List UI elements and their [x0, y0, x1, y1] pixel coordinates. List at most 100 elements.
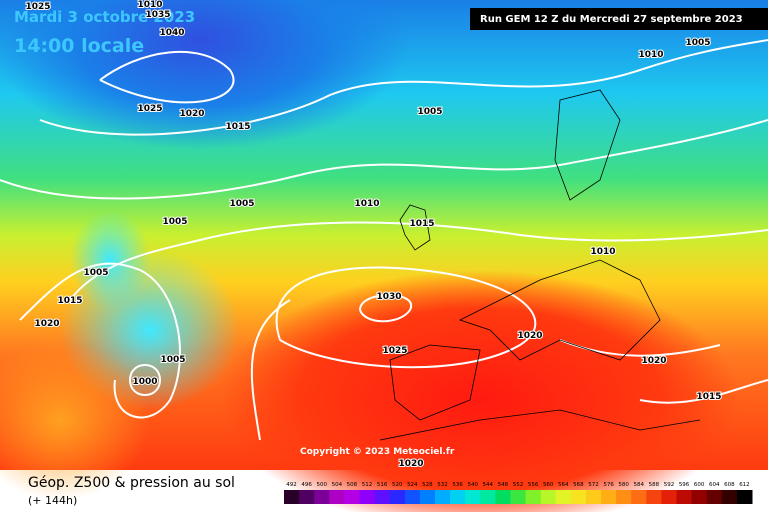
isobar-label: 1010 [137, 0, 162, 10]
colorbar-cell [736, 490, 753, 504]
colorbar-label: 600 [694, 482, 705, 488]
colorbar-cell [616, 490, 632, 504]
colorbar-cell [706, 490, 723, 504]
colorbar-label: 572 [588, 482, 599, 488]
colorbar-label: 532 [437, 482, 448, 488]
isobar-label: 1015 [225, 122, 250, 132]
colorbar-label: 496 [301, 482, 312, 488]
isobar-label: 1005 [417, 107, 442, 117]
copyright: Copyright © 2023 Meteociel.fr [300, 447, 455, 457]
colorbar-label: 500 [316, 482, 327, 488]
isobar-label: 1025 [137, 104, 162, 114]
isobar-label: 1025 [25, 2, 50, 12]
colorbar-label: 568 [573, 482, 584, 488]
footer-lead: (+ 144h) [28, 494, 77, 507]
colorbar-label: 528 [422, 482, 433, 488]
isobar-label: 1040 [159, 28, 184, 38]
colorbar-label: 552 [513, 482, 524, 488]
isobar-label: 1020 [398, 459, 423, 469]
colorbar-label: 564 [558, 482, 569, 488]
colorbar-label: 576 [603, 482, 614, 488]
isobars [0, 39, 768, 441]
colorbar-cell [450, 490, 466, 504]
colorbar-label: 512 [362, 482, 373, 488]
colorbar-label: 540 [467, 482, 478, 488]
colorbar-label: 548 [498, 482, 509, 488]
colorbar-cell [525, 490, 542, 504]
isobar-label: 1010 [638, 50, 663, 60]
colorbar-cell [495, 490, 511, 504]
colorbar-cell [465, 490, 481, 504]
isobar-label: 1020 [179, 109, 204, 119]
colorbar-cell [661, 490, 678, 504]
colorbar-cell [510, 490, 527, 504]
colorbar-cell [404, 490, 421, 504]
colorbar-label: 592 [664, 482, 675, 488]
isobar-label: 1010 [590, 247, 615, 257]
colorbar-label: 604 [709, 482, 720, 488]
colorbar-cell [434, 490, 451, 504]
colorbar-label: 536 [452, 482, 463, 488]
footer-title: Géop. Z500 & pression au sol [28, 475, 235, 491]
isobar-label: 1000 [132, 377, 157, 387]
date: Mardi 3 octobre 2023 [14, 8, 195, 26]
colorbar-cell [555, 490, 572, 504]
colorbar-label: 524 [407, 482, 418, 488]
colorbar-cell [389, 490, 406, 504]
isobar-label: 1005 [83, 268, 108, 278]
isobar-label: 1030 [376, 292, 401, 302]
colorbar-label: 516 [377, 482, 388, 488]
isobar-label: 1020 [34, 319, 59, 329]
isobar-label: 1010 [354, 199, 379, 209]
colorbar-label: 560 [543, 482, 554, 488]
coastlines [379, 89, 701, 441]
colorbar-label: 544 [483, 482, 494, 488]
colorbar-cell [691, 490, 708, 504]
colorbar-cell [631, 490, 647, 504]
colorbar-cell [284, 490, 300, 504]
colorbar-label: 580 [618, 482, 629, 488]
colorbar-label: 608 [724, 482, 735, 488]
colorbar-label: 508 [347, 482, 358, 488]
isobar-label: 1020 [517, 331, 542, 341]
colorbar-label: 588 [649, 482, 660, 488]
colorbar-cell [721, 490, 738, 504]
colorbar-cell [419, 490, 436, 504]
colorbar-cell [344, 490, 360, 504]
colorbar-cell [299, 490, 315, 504]
colorbar-cell [374, 490, 391, 504]
time: 14:00 locale [14, 35, 144, 57]
isobar-label: 1015 [409, 219, 434, 229]
colorbar-cell [540, 490, 557, 504]
run-info: Run GEM 12 Z du Mercredi 27 septembre 20… [480, 14, 743, 25]
colorbar-cell [359, 490, 376, 504]
isobar-label: 1025 [382, 346, 407, 356]
colorbar-cell [314, 490, 330, 504]
colorbar-label: 504 [332, 482, 343, 488]
isobar-label: 1005 [685, 38, 710, 48]
colorbar-label: 584 [634, 482, 645, 488]
colorbar-cell [329, 490, 345, 504]
run-box [470, 8, 768, 30]
colorbar-label: 520 [392, 482, 403, 488]
colorbar-cell [646, 490, 662, 504]
colorbar-cell [585, 490, 602, 504]
isobar-label: 1005 [162, 217, 187, 227]
isobar-label: 1015 [57, 296, 82, 306]
colorbar-label: 492 [286, 482, 297, 488]
colorbar-label: 596 [679, 482, 690, 488]
colorbar-cell [480, 490, 496, 504]
colorbar-cell [570, 490, 587, 504]
colorbar-label: 612 [739, 482, 750, 488]
isobar-label: 1005 [160, 355, 185, 365]
isobar-label: 1005 [229, 199, 254, 209]
isobar-label: 1020 [641, 356, 666, 366]
colorbar-cell [601, 490, 617, 504]
isobar-label: 1015 [696, 392, 721, 402]
isobar-label: 1035 [145, 10, 170, 20]
colorbar-cell [676, 490, 693, 504]
colorbar-label: 556 [528, 482, 539, 488]
